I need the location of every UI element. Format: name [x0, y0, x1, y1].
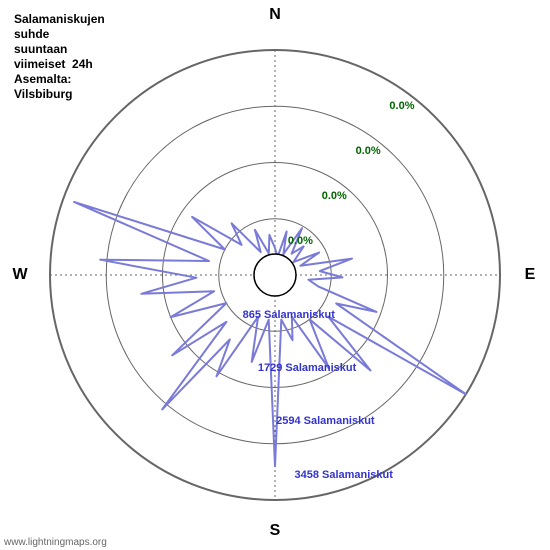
pct-ring-label: 0.0%: [389, 100, 414, 112]
cardinal-e: E: [525, 266, 536, 284]
chart-container: Salamaniskujen suhde suuntaan viimeiset …: [0, 0, 550, 550]
cardinal-n: N: [269, 6, 281, 24]
cardinal-w: W: [12, 266, 27, 284]
pct-ring-label: 0.0%: [322, 190, 347, 202]
cardinal-s: S: [270, 522, 281, 540]
pct-ring-label: 0.0%: [288, 235, 313, 247]
strike-ring-label: 2594 Salamaniskut: [276, 415, 374, 427]
pct-ring-label: 0.0%: [356, 145, 381, 157]
strike-ring-label: 1729 Salamaniskut: [258, 362, 356, 374]
strike-ring-label: 865 Salamaniskut: [243, 309, 335, 321]
chart-title: Salamaniskujen suhde suuntaan viimeiset …: [14, 12, 105, 102]
strike-ring-label: 3458 Salamaniskut: [294, 469, 392, 481]
source-footer: www.lightningmaps.org: [4, 537, 107, 548]
